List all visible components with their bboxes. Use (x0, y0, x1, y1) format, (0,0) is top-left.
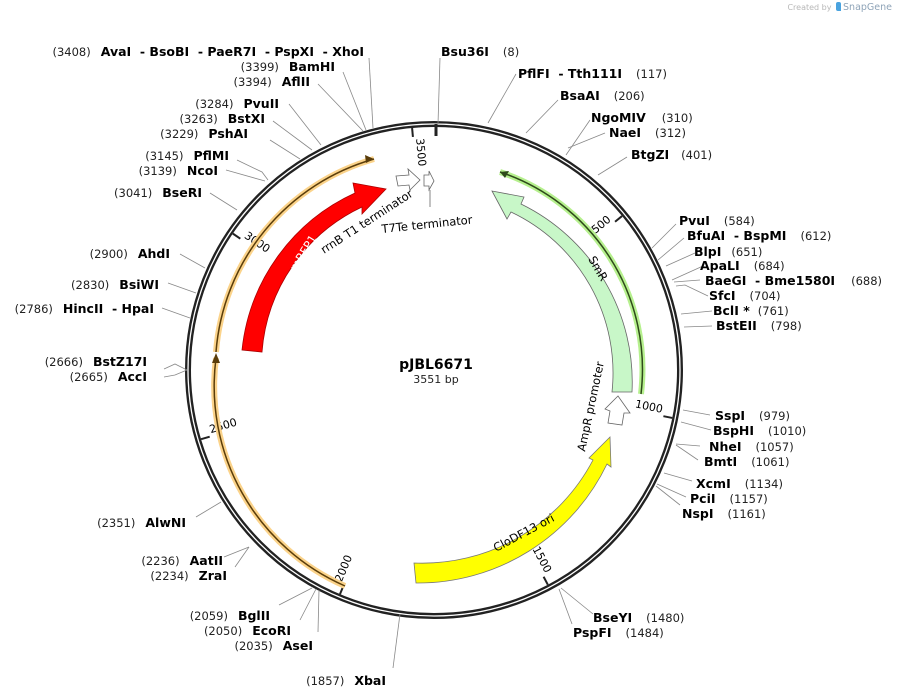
site-label[interactable]: BfuAI - BspMI (612) (687, 228, 831, 243)
site-label[interactable]: (2234) ZraI (150, 568, 227, 583)
site-label[interactable]: BlpI (651) (694, 244, 762, 259)
tick-label: 2500 (208, 416, 239, 436)
site-label[interactable]: (3145) PflMI (145, 148, 229, 163)
site-label[interactable]: BseYI (1480) (593, 610, 684, 625)
site-label[interactable]: (3263) BstXI (180, 111, 265, 126)
plasmid-length: 3551 bp (413, 373, 458, 386)
site-label[interactable]: (3394) AflII (234, 74, 311, 89)
mrfp1-strand-arc (211, 155, 375, 589)
site-label[interactable]: PciI (1157) (690, 491, 768, 506)
site-label[interactable]: (3041) BseRI (114, 185, 202, 200)
site-label[interactable]: BsaAI (206) (560, 88, 645, 103)
site-label[interactable]: BclI * (761) (713, 303, 789, 318)
site-label[interactable]: NspI (1161) (682, 506, 766, 521)
site-label[interactable]: NaeI (312) (609, 125, 686, 140)
tick-mark (663, 415, 673, 419)
site-label[interactable]: BmtI (1061) (704, 454, 789, 469)
site-label[interactable]: (2351) AlwNI (97, 515, 186, 530)
feature-label-t7te: T7Te terminator (380, 212, 473, 236)
site-label[interactable]: (2236) AatII (141, 553, 223, 568)
site-label[interactable]: BtgZI (401) (631, 147, 712, 162)
credit-brand: SnapGene (843, 2, 892, 13)
site-label[interactable]: (2786) HincII - HpaI (15, 301, 154, 316)
site-label[interactable]: BstEII (798) (716, 318, 802, 333)
site-label[interactable]: (2666) BstZ17I (45, 354, 147, 369)
backbone (185, 121, 683, 619)
snapgene-credit: Created by SnapGene (787, 2, 892, 13)
site-label[interactable]: Bsu36I (8) (441, 44, 519, 59)
site-label[interactable]: PspFI (1484) (573, 625, 664, 640)
feature-label-ampr-promoter: AmpR promoter (574, 360, 607, 453)
tick-mark (542, 576, 549, 586)
site-label[interactable]: (2050) EcoRI (204, 623, 291, 638)
tick-mark (232, 232, 241, 240)
site-label[interactable]: XcmI (1134) (696, 476, 783, 491)
feature-smr[interactable]: SmR (491, 190, 633, 393)
site-label[interactable]: NheI (1057) (709, 439, 794, 454)
tick-label: 3500 (413, 138, 428, 167)
site-label[interactable]: SspI (979) (715, 408, 790, 423)
site-label[interactable]: (3284) PvuII (195, 96, 279, 111)
feature-mrfp1[interactable]: mRFP1 (241, 182, 387, 353)
site-label[interactable]: (3139) NcoI (139, 163, 218, 178)
site-label[interactable]: BaeGI - Bme1580I (688) (705, 273, 882, 288)
sites-right: Bsu36I (8) PflFI - Tth111I (117) BsaAI (206… (441, 44, 882, 640)
site-leader-lines (161, 57, 713, 669)
sites-left: (1857) XbaI (2035) AseI (2050) EcoRI (2059)… (15, 44, 386, 688)
tick-label: 1000 (634, 398, 664, 416)
site-label[interactable]: (3408) AvaI - BsoBI - PaeR7I - PspXI - Xh… (52, 44, 364, 59)
feature-clodf13-ori[interactable]: CloDF13 ori (413, 436, 612, 584)
site-label[interactable]: (2830) BsiWI (71, 277, 159, 292)
site-label[interactable]: (2665) AccI (70, 369, 147, 384)
site-label[interactable]: (2035) AseI (235, 638, 314, 653)
site-label[interactable]: PvuI (584) (679, 213, 755, 228)
site-label[interactable]: BspHI (1010) (713, 423, 806, 438)
tick-mark (200, 435, 210, 441)
site-label[interactable]: (2059) BglII (190, 608, 270, 623)
site-label[interactable]: (3229) PshAI (160, 126, 248, 141)
site-label[interactable]: (3399) BamHI (241, 59, 335, 74)
site-label[interactable]: (2900) AhdI (90, 246, 170, 261)
site-label[interactable]: ApaLI (684) (700, 258, 785, 273)
smr-strand-arc (499, 169, 646, 395)
snapgene-logo-icon (836, 2, 842, 11)
tick-mark (411, 127, 414, 138)
site-label[interactable]: SfcI (704) (709, 288, 780, 303)
credit-prefix: Created by (787, 3, 832, 12)
tick-mark (614, 215, 623, 223)
site-label[interactable]: PflFI - Tth111I (117) (518, 66, 667, 81)
site-label[interactable]: NgoMIV (310) (591, 110, 693, 125)
site-label[interactable]: (1857) XbaI (306, 673, 386, 688)
plasmid-name: pJBL6671 (399, 357, 473, 373)
